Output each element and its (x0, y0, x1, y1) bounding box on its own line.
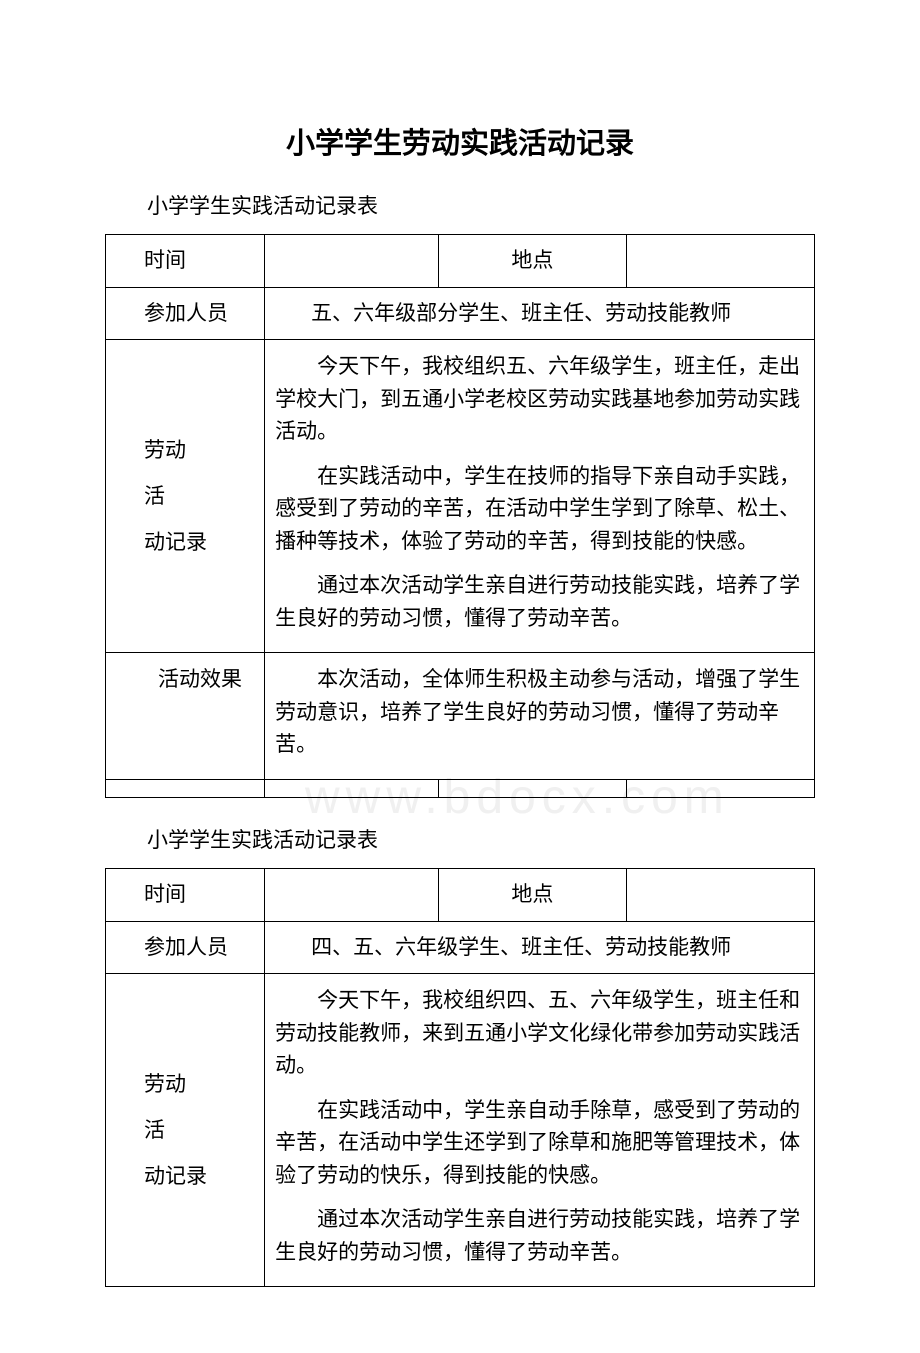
empty-cell (626, 780, 814, 798)
location-label: 地点 (438, 869, 626, 922)
table-row: 时间 地点 (106, 869, 815, 922)
record-paragraph: 在实践活动中，学生在技师的指导下亲自动手实践，感受到了劳动的辛苦，在活动中学生学… (275, 460, 804, 558)
table-row: 参加人员 四、五、六年级学生、班主任、劳动技能教师 (106, 921, 815, 974)
effect-content: 本次活动，全体师生积极主动参与活动，增强了学生劳动意识，培养了学生良好的劳动习惯… (265, 653, 815, 780)
participants-label: 参加人员 (106, 921, 265, 974)
record-label: 劳动 活 动记录 (106, 974, 265, 1287)
record-label-line: 动记录 (144, 1153, 260, 1199)
empty-cell (265, 780, 439, 798)
time-label: 时间 (106, 869, 265, 922)
record-table-1: 时间 地点 参加人员 五、六年级部分学生、班主任、劳动技能教师 劳动 活 动记录… (105, 234, 815, 798)
record-label-line: 动记录 (144, 519, 260, 565)
page-container: 小学学生劳动实践活动记录 www.bdocx.com 小学学生实践活动记录表 时… (105, 120, 815, 1287)
participants-label: 参加人员 (106, 287, 265, 340)
record-content: 今天下午，我校组织四、五、六年级学生，班主任和劳动技能教师，来到五通小学文化绿化… (265, 974, 815, 1287)
participants-value: 五、六年级部分学生、班主任、劳动技能教师 (265, 287, 815, 340)
record-paragraph: 今天下午，我校组织四、五、六年级学生，班主任和劳动技能教师，来到五通小学文化绿化… (275, 984, 804, 1082)
record-label: 劳动 活 动记录 (106, 340, 265, 653)
location-label: 地点 (438, 235, 626, 288)
empty-cell (438, 780, 626, 798)
empty-cell (106, 780, 265, 798)
table-row-empty (106, 780, 815, 798)
location-value (626, 869, 814, 922)
location-value (626, 235, 814, 288)
record-label-line: 活 (144, 1107, 260, 1153)
record-paragraph: 通过本次活动学生亲自进行劳动技能实践，培养了学生良好的劳动习惯，懂得了劳动辛苦。 (275, 569, 804, 634)
table-row: 时间 地点 (106, 235, 815, 288)
record-paragraph: 在实践活动中，学生亲自动手除草，感受到了劳动的辛苦，在活动中学生还学到了除草和施… (275, 1094, 804, 1192)
table-row: 劳动 活 动记录 今天下午，我校组织五、六年级学生，班主任，走出学校大门，到五通… (106, 340, 815, 653)
record-label-line: 劳动 (144, 427, 260, 473)
record-paragraph: 今天下午，我校组织五、六年级学生，班主任，走出学校大门，到五通小学老校区劳动实践… (275, 350, 804, 448)
effect-label: 活动效果 (106, 653, 265, 780)
record-table-2: 时间 地点 参加人员 四、五、六年级学生、班主任、劳动技能教师 劳动 活 动记录… (105, 868, 815, 1287)
effect-paragraph: 本次活动，全体师生积极主动参与活动，增强了学生劳动意识，培养了学生良好的劳动习惯… (275, 663, 804, 761)
time-label: 时间 (106, 235, 265, 288)
participants-value: 四、五、六年级学生、班主任、劳动技能教师 (265, 921, 815, 974)
table-row: 活动效果 本次活动，全体师生积极主动参与活动，增强了学生劳动意识，培养了学生良好… (106, 653, 815, 780)
time-value (265, 235, 439, 288)
table-row: 劳动 活 动记录 今天下午，我校组织四、五、六年级学生，班主任和劳动技能教师，来… (106, 974, 815, 1287)
table-row: 参加人员 五、六年级部分学生、班主任、劳动技能教师 (106, 287, 815, 340)
record-content: 今天下午，我校组织五、六年级学生，班主任，走出学校大门，到五通小学老校区劳动实践… (265, 340, 815, 653)
record-paragraph: 通过本次活动学生亲自进行劳动技能实践，培养了学生良好的劳动习惯，懂得了劳动辛苦。 (275, 1203, 804, 1268)
time-value (265, 869, 439, 922)
sub-title-2: 小学学生实践活动记录表 (147, 824, 815, 854)
sub-title-1: 小学学生实践活动记录表 (147, 190, 815, 220)
main-title: 小学学生劳动实践活动记录 (105, 120, 815, 162)
record-label-line: 劳动 (144, 1061, 260, 1107)
record-label-line: 活 (144, 473, 260, 519)
